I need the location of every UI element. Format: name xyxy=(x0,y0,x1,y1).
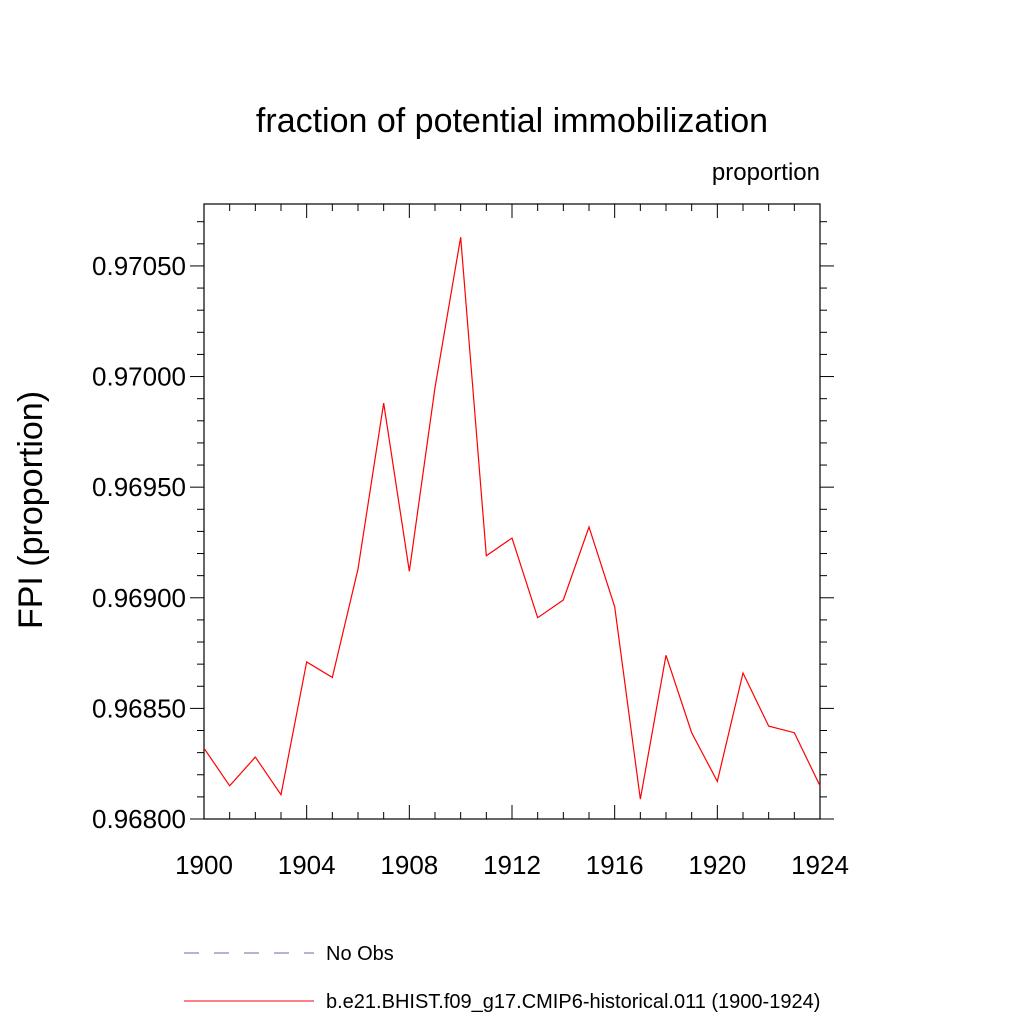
y-tick-label: 0.97050 xyxy=(92,251,186,281)
plot-frame xyxy=(203,203,821,820)
axis-ticks: 1900 1904 1908 1912 1916 1920 1924 0.96800 0.968… xyxy=(92,204,849,880)
x-tick-label: 1924 xyxy=(791,850,849,880)
x-tick-label: 1920 xyxy=(688,850,746,880)
units-label: proportion xyxy=(712,159,820,186)
series-lines xyxy=(203,237,821,800)
x-tick-label: 1904 xyxy=(278,850,336,880)
y-tick-label: 0.96800 xyxy=(92,804,186,834)
legend: No Obs b.e21.BHIST.f09_g17.CMIP6-historic… xyxy=(184,943,820,1013)
x-tick-label: 1916 xyxy=(586,850,644,880)
y-tick-label: 0.96900 xyxy=(92,583,186,613)
x-tick-label: 1900 xyxy=(175,850,233,880)
legend-label: b.e21.BHIST.f09_g17.CMIP6-historical.011… xyxy=(326,991,820,1013)
y-axis-label: FPI (proportion) xyxy=(12,391,50,629)
y-tick-label: 0.97000 xyxy=(92,362,186,392)
legend-label: No Obs xyxy=(326,943,394,965)
x-tick-label: 1912 xyxy=(483,850,541,880)
y-tick-label: 0.96950 xyxy=(92,472,186,502)
series-line xyxy=(203,237,821,800)
x-tick-label: 1908 xyxy=(380,850,438,880)
chart-title: fraction of potential immobilization xyxy=(256,102,768,140)
y-tick-label: 0.96850 xyxy=(92,693,186,723)
